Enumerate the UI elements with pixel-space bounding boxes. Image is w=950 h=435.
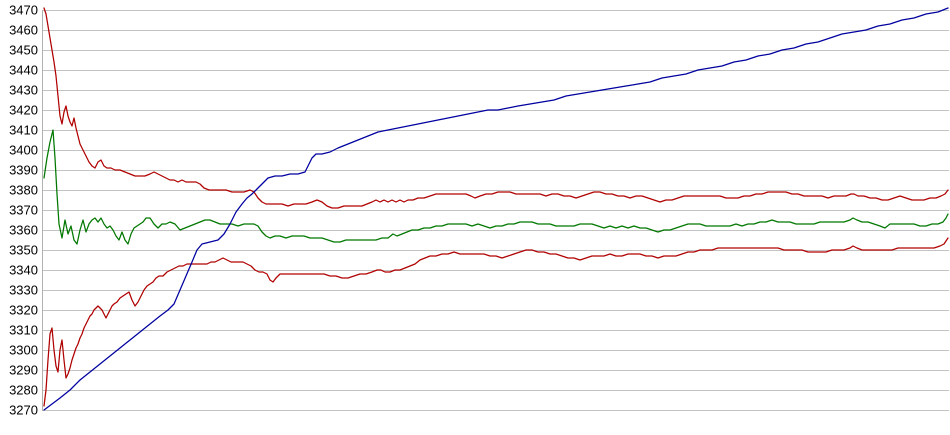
y-axis-tick-label: 3450	[9, 43, 38, 58]
y-axis-tick-label: 3420	[9, 103, 38, 118]
series-cumulative-line-blue	[43, 7, 949, 411]
series-lower-band-red	[43, 237, 949, 407]
series-middle-line-green	[43, 129, 949, 245]
y-axis-tick-label: 3350	[9, 243, 38, 258]
y-axis-tick-label: 3410	[9, 123, 38, 138]
y-axis-tick-label: 3390	[9, 163, 38, 178]
y-axis-tick-label: 3300	[9, 343, 38, 358]
series-upper-band-red	[43, 7, 949, 209]
y-axis-tick-label: 3310	[9, 323, 38, 338]
y-axis-tick-label: 3290	[9, 363, 38, 378]
y-axis-tick-label: 3380	[9, 183, 38, 198]
y-axis-tick-label: 3440	[9, 63, 38, 78]
y-axis-tick-label: 3400	[9, 143, 38, 158]
y-axis-tick-label: 3370	[9, 203, 38, 218]
y-axis-tick-label: 3320	[9, 303, 38, 318]
y-axis-tick-label: 3340	[9, 263, 38, 278]
y-axis-tick-label: 3430	[9, 83, 38, 98]
y-axis-tick-label: 3360	[9, 223, 38, 238]
y-axis-tick-label: 3330	[9, 283, 38, 298]
y-axis-tick-label: 3280	[9, 383, 38, 398]
y-axis-tick-label: 3470	[9, 3, 38, 18]
y-axis-tick-label: 3270	[9, 403, 38, 418]
y-axis-tick-label: 3460	[9, 23, 38, 38]
